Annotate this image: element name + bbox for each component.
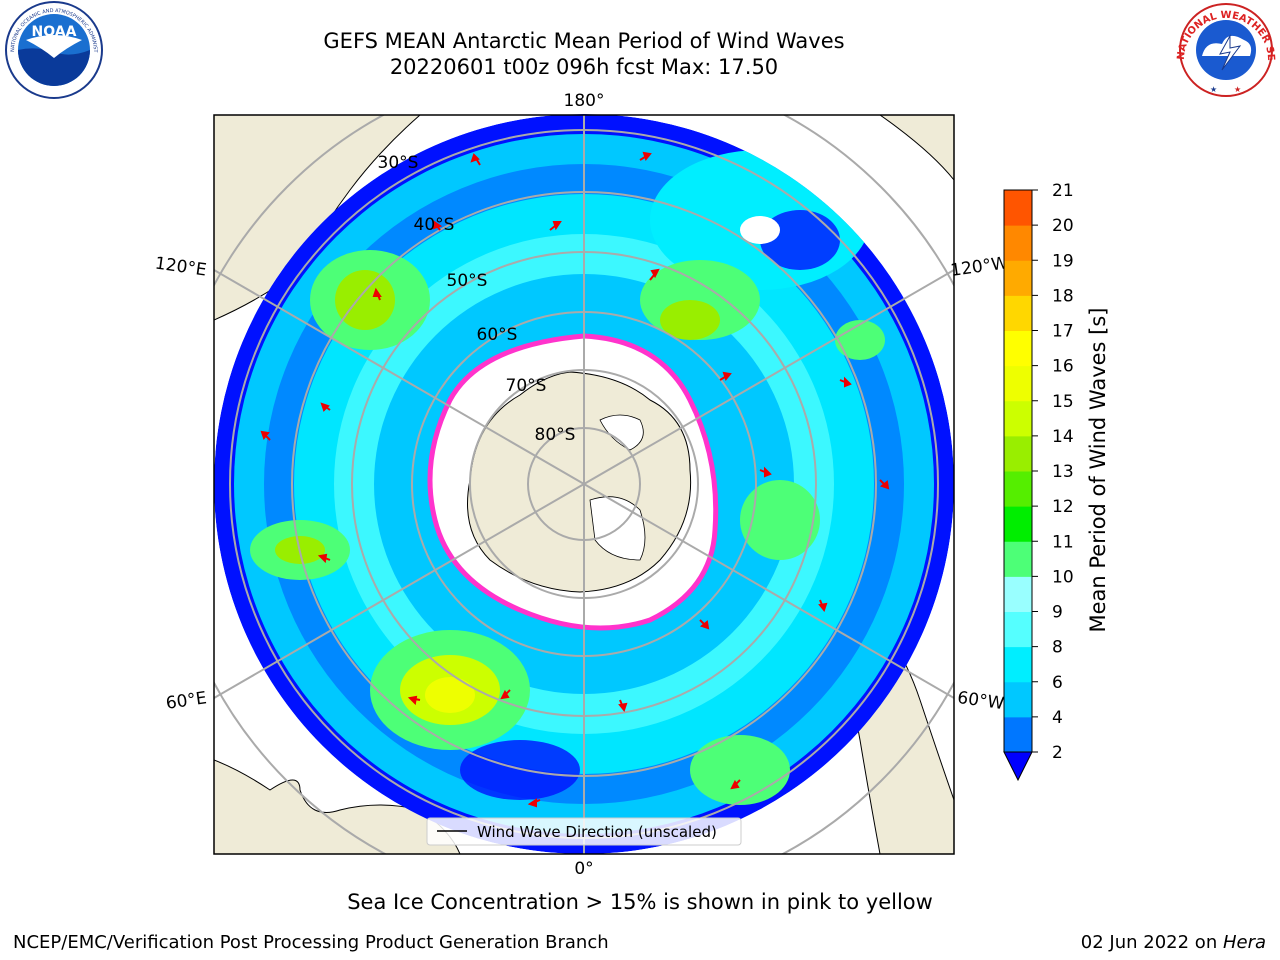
- colorbar-tick-label: 21: [1052, 181, 1074, 201]
- footer-date: 02 Jun 2022 on Hera: [1081, 932, 1266, 953]
- colorbar-tick-label: 9: [1052, 603, 1063, 623]
- sea-ice-note: Sea Ice Concentration > 15% is shown in …: [347, 890, 933, 914]
- noaa-logo-text: NOAA: [32, 24, 77, 40]
- colorbar-segment: [1004, 611, 1032, 648]
- colorbar-tick-label: 15: [1052, 392, 1074, 412]
- antarctic-peninsula: [599, 414, 644, 451]
- colorbar-tick-label: 17: [1052, 322, 1074, 342]
- svg-text:★: ★: [1234, 85, 1241, 94]
- colorbar-tick-label: 10: [1052, 567, 1074, 587]
- antarctica-region: [427, 333, 719, 631]
- colorbar-extend-arrow: [1003, 751, 1033, 782]
- colorbar-tick-label: 20: [1052, 216, 1074, 236]
- wave-direction-arrows: [260, 151, 890, 808]
- lon-label-0: 0°: [574, 859, 593, 879]
- nws-ring-text: NATIONAL WEATHER SERVICE: [0, 0, 1276, 61]
- colorbar-tick-label: 8: [1052, 638, 1063, 658]
- colorbar-segment: [1004, 646, 1032, 683]
- lon-label-180: 180°: [564, 91, 605, 111]
- colorbar-segment: [1004, 435, 1032, 472]
- lat-label-80s: 80°S: [535, 425, 576, 445]
- colorbar-segment: [1004, 190, 1032, 226]
- colorbar-segment: [1004, 716, 1032, 753]
- legend-label: Wind Wave Direction (unscaled): [477, 823, 717, 841]
- colorbar-segment: [1004, 576, 1032, 612]
- lat-label-40s: 40°S: [414, 215, 455, 235]
- lon-label-120e: 120°E: [154, 254, 208, 281]
- footer-branch: NCEP/EMC/Verification Post Processing Pr…: [13, 932, 609, 953]
- lat-label-60s: 60°S: [477, 325, 518, 345]
- lon-label-60w: 60°W: [956, 688, 1005, 714]
- noaa-logo: NOAA NATIONAL OCEANIC AND ATMOSPHERIC AD…: [0, 0, 103, 99]
- colorbar-tick-label: 16: [1052, 357, 1074, 377]
- colorbar-tick-label: 2: [1052, 743, 1063, 763]
- svg-text:NATIONAL WEATHER SERVICE: NATIONAL WEATHER SERVICE: [0, 0, 1276, 61]
- svg-text:★: ★: [1210, 85, 1217, 94]
- colorbar-tick-label: 18: [1052, 286, 1074, 306]
- map-legend: Wind Wave Direction (unscaled): [426, 817, 742, 846]
- colorbar-tick-label: 4: [1052, 708, 1063, 728]
- colorbar-segment: [1004, 400, 1032, 437]
- footer-date-text: 02 Jun 2022 on: [1080, 932, 1223, 953]
- colorbar-tick-label: 12: [1052, 497, 1074, 517]
- colorbar-segment: [1004, 506, 1032, 542]
- colorbar-tick-label: 19: [1052, 251, 1074, 271]
- lon-label-120w: 120°W: [949, 253, 1009, 281]
- colorbar-tick-label: 13: [1052, 462, 1074, 482]
- colorbar-segment: [1004, 330, 1032, 367]
- colorbar-segment: [1004, 225, 1032, 261]
- chart-title: GEFS MEAN Antarctic Mean Period of Wind …: [323, 29, 845, 53]
- colorbar-label: Mean Period of Wind Waves [s]: [1086, 308, 1110, 633]
- footer-host: Hera: [1222, 932, 1266, 953]
- colorbar-tick-label: 11: [1052, 532, 1074, 552]
- colorbar-tick-label: 6: [1052, 673, 1063, 693]
- lon-label-60e: 60°E: [165, 688, 208, 713]
- colorbar-segment: [1004, 365, 1032, 402]
- chart-subtitle: 20220601 t00z 096h fcst Max: 17.50: [389, 55, 779, 79]
- colorbar-segment: [1004, 681, 1032, 718]
- lat-label-50s: 50°S: [447, 271, 488, 291]
- nws-logo: NATIONAL WEATHER SERVICE ★ ★: [0, 0, 1276, 97]
- colorbar-segment: [1004, 541, 1032, 577]
- colorbar-segment: [1004, 295, 1032, 331]
- colorbar: 2 4 6 8 9 10 11 12 13 14 15 16 17 18 19 20 21: [1003, 181, 1074, 782]
- lat-label-70s: 70°S: [506, 376, 547, 396]
- colorbar-tick-label: 14: [1052, 427, 1074, 447]
- colorbar-segment: [1004, 471, 1032, 507]
- colorbar-segment: [1004, 260, 1032, 296]
- lat-label-30s: 30°S: [378, 153, 419, 173]
